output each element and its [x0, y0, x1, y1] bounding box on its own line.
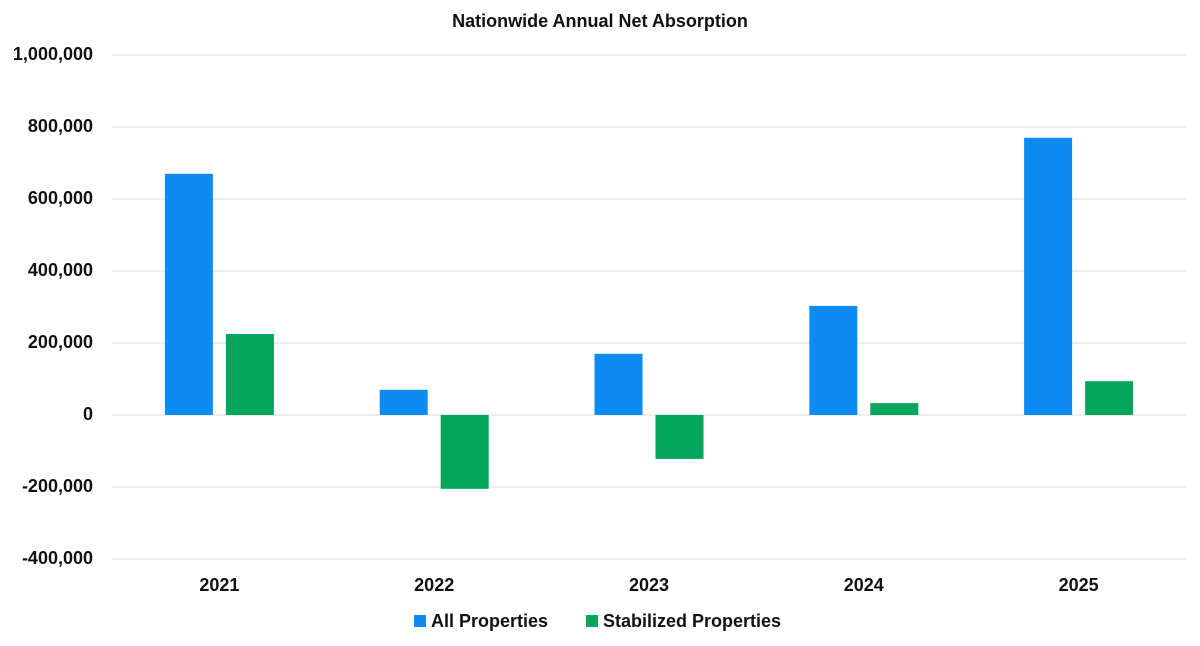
legend-swatch: [414, 615, 426, 627]
x-tick-label: 2024: [844, 575, 884, 595]
bar: [594, 353, 643, 415]
x-tick-label: 2023: [629, 575, 669, 595]
bar: [655, 415, 704, 459]
y-tick-label: 0: [83, 404, 93, 424]
y-tick-label: -400,000: [22, 548, 93, 568]
x-tick-label: 2022: [414, 575, 454, 595]
legend-swatch: [586, 615, 598, 627]
y-tick-label: 1,000,000: [13, 44, 93, 64]
chart-title: Nationwide Annual Net Absorption: [452, 11, 748, 31]
bar: [870, 403, 919, 415]
bar: [809, 305, 858, 415]
x-tick-label: 2025: [1059, 575, 1099, 595]
bar: [1085, 381, 1134, 415]
y-tick-label: 400,000: [28, 260, 93, 280]
bar: [440, 415, 489, 489]
bar: [1024, 137, 1073, 416]
bar: [379, 389, 428, 415]
x-tick-label: 2021: [199, 575, 239, 595]
y-tick-label: -200,000: [22, 476, 93, 496]
legend-label: All Properties: [431, 611, 548, 631]
legend-label: Stabilized Properties: [603, 611, 781, 631]
bar: [164, 173, 213, 415]
y-tick-label: 600,000: [28, 188, 93, 208]
y-tick-label: 200,000: [28, 332, 93, 352]
y-tick-label: 800,000: [28, 116, 93, 136]
bar: [225, 334, 274, 415]
